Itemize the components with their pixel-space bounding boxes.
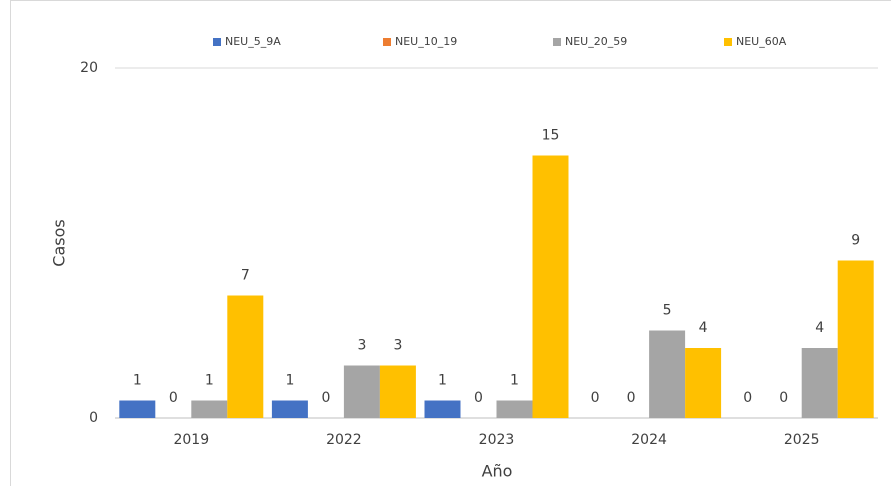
legend-swatch xyxy=(213,38,221,46)
bar xyxy=(424,400,461,418)
y-tick-label: 20 xyxy=(80,60,98,76)
bar xyxy=(119,400,156,418)
legend-swatch xyxy=(553,38,561,46)
bar xyxy=(532,155,569,418)
bar xyxy=(685,348,722,418)
bar xyxy=(649,330,686,418)
legend-label: NEU_10_19 xyxy=(395,35,457,48)
data-label: 4 xyxy=(699,320,708,336)
data-label: 0 xyxy=(779,390,788,406)
x-tick-label: 2024 xyxy=(631,432,667,448)
data-label: 0 xyxy=(169,390,178,406)
y-tick-label: 0 xyxy=(89,410,98,426)
x-axis-title: Año xyxy=(482,462,513,481)
x-tick-label: 2022 xyxy=(326,432,362,448)
data-label: 0 xyxy=(743,390,752,406)
x-tick-label: 2019 xyxy=(173,432,209,448)
chart-border xyxy=(10,0,891,486)
x-tick-label: 2025 xyxy=(784,432,820,448)
data-label: 15 xyxy=(542,128,560,144)
bar xyxy=(227,295,264,418)
legend-label: NEU_60A xyxy=(736,35,787,48)
bar xyxy=(191,400,228,418)
data-label: 1 xyxy=(133,373,142,389)
bar xyxy=(801,348,838,418)
data-label: 0 xyxy=(627,390,636,406)
data-label: 5 xyxy=(663,303,672,319)
bar xyxy=(271,400,308,418)
legend-swatch xyxy=(724,38,732,46)
data-label: 9 xyxy=(851,233,860,249)
x-tick-label: 2023 xyxy=(479,432,515,448)
data-label: 0 xyxy=(591,390,600,406)
legend-label: NEU_20_59 xyxy=(565,35,627,48)
data-label: 1 xyxy=(510,373,519,389)
bar xyxy=(837,260,874,418)
bar xyxy=(379,365,416,418)
legend-label: NEU_5_9A xyxy=(225,35,281,48)
data-label: 1 xyxy=(205,373,214,389)
data-label: 3 xyxy=(393,338,402,354)
bar xyxy=(496,400,533,418)
data-label: 1 xyxy=(438,373,447,389)
legend-swatch xyxy=(383,38,391,46)
data-label: 0 xyxy=(321,390,330,406)
y-axis-title: Casos xyxy=(50,219,69,266)
bar xyxy=(343,365,380,418)
data-label: 3 xyxy=(357,338,366,354)
data-label: 4 xyxy=(815,320,824,336)
data-label: 7 xyxy=(241,268,250,284)
data-label: 0 xyxy=(474,390,483,406)
data-label: 1 xyxy=(285,373,294,389)
